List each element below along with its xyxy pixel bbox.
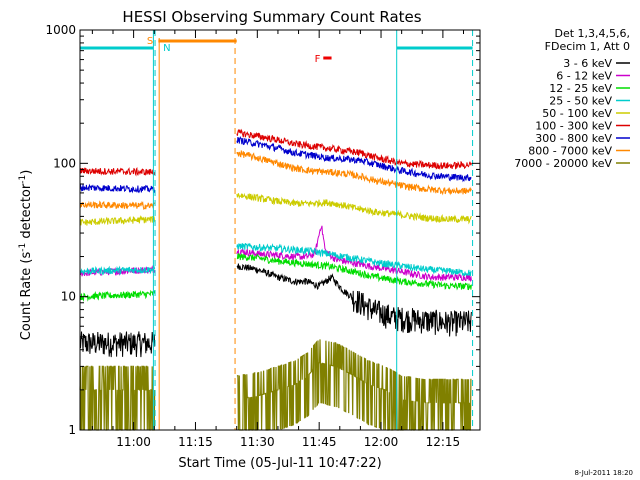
y-axis-label-part: Count Rate (s [19,252,34,341]
axis-frame [79,29,481,431]
series-line-300-800-kev [79,136,472,194]
y-tick-label: 10 [61,290,76,304]
legend-label: 7000 - 20000 keV [514,157,612,170]
x-axis: 11:00 11:15 11:30 11:45 12:00 12:15 [91,30,465,449]
series-line-50-100-kev [79,192,472,226]
x-tick-label: 11:00 [116,435,151,449]
x-tick-label: 12:00 [364,435,399,449]
x-tick-label: 11:45 [302,435,337,449]
saa-label: S [147,36,153,47]
plot-area: SN F [79,30,474,431]
y-axis-label-part: ) [19,170,34,175]
y-tick-label: 1 [68,423,76,437]
legend-label: 12 - 25 keV [549,82,612,95]
x-tick-label: 11:15 [178,435,213,449]
series-line-3-6-kev [79,263,472,358]
y-axis-label-part: detector [19,183,34,243]
legend-label: 6 - 12 keV [556,70,612,83]
series-line-6-12-kev [79,225,472,283]
y-tick-label: 1000 [45,23,76,37]
y-axis: 1 10 100 1000 [45,23,480,437]
legend-label: 25 - 50 keV [549,95,612,108]
y-axis-label: Count Rate (s-1 detector-1) [18,170,34,341]
night-label: N [163,43,170,54]
legend-label: 50 - 100 keV [542,107,612,120]
legend-header: FDecim 1, Att 0 [545,40,630,53]
legend: Det 1,3,4,5,6, FDecim 1, Att 0 3 - 6 keV… [514,27,630,170]
series-line-800-7000-kev [79,150,472,210]
y-axis-label-exp: -1 [18,243,28,252]
x-tick-label: 12:15 [426,435,461,449]
series-line-25-50-kev [79,243,472,277]
chart-title: HESSI Observing Summary Count Rates [122,8,421,26]
timestamp: 8-Jul-2011 18:20 [574,469,633,477]
series-line-12-25-kev [79,252,472,302]
series-line-100-300-kev [79,128,472,177]
legend-label: 800 - 7000 keV [528,145,612,158]
flare-label: F [315,54,321,65]
legend-label: 100 - 300 keV [535,120,612,133]
plot-frame [79,29,481,431]
x-tick-label: 11:30 [240,435,275,449]
legend-header: Det 1,3,4,5,6, [554,27,630,40]
y-axis-label-exp: -1 [18,175,28,184]
series-line-7000-20000-kev [79,339,472,431]
legend-label: 3 - 6 keV [563,57,612,70]
y-tick-label: 100 [53,156,76,170]
x-axis-label: Start Time (05-Jul-11 10:47:22) [178,456,381,471]
legend-label: 300 - 800 keV [535,132,612,145]
